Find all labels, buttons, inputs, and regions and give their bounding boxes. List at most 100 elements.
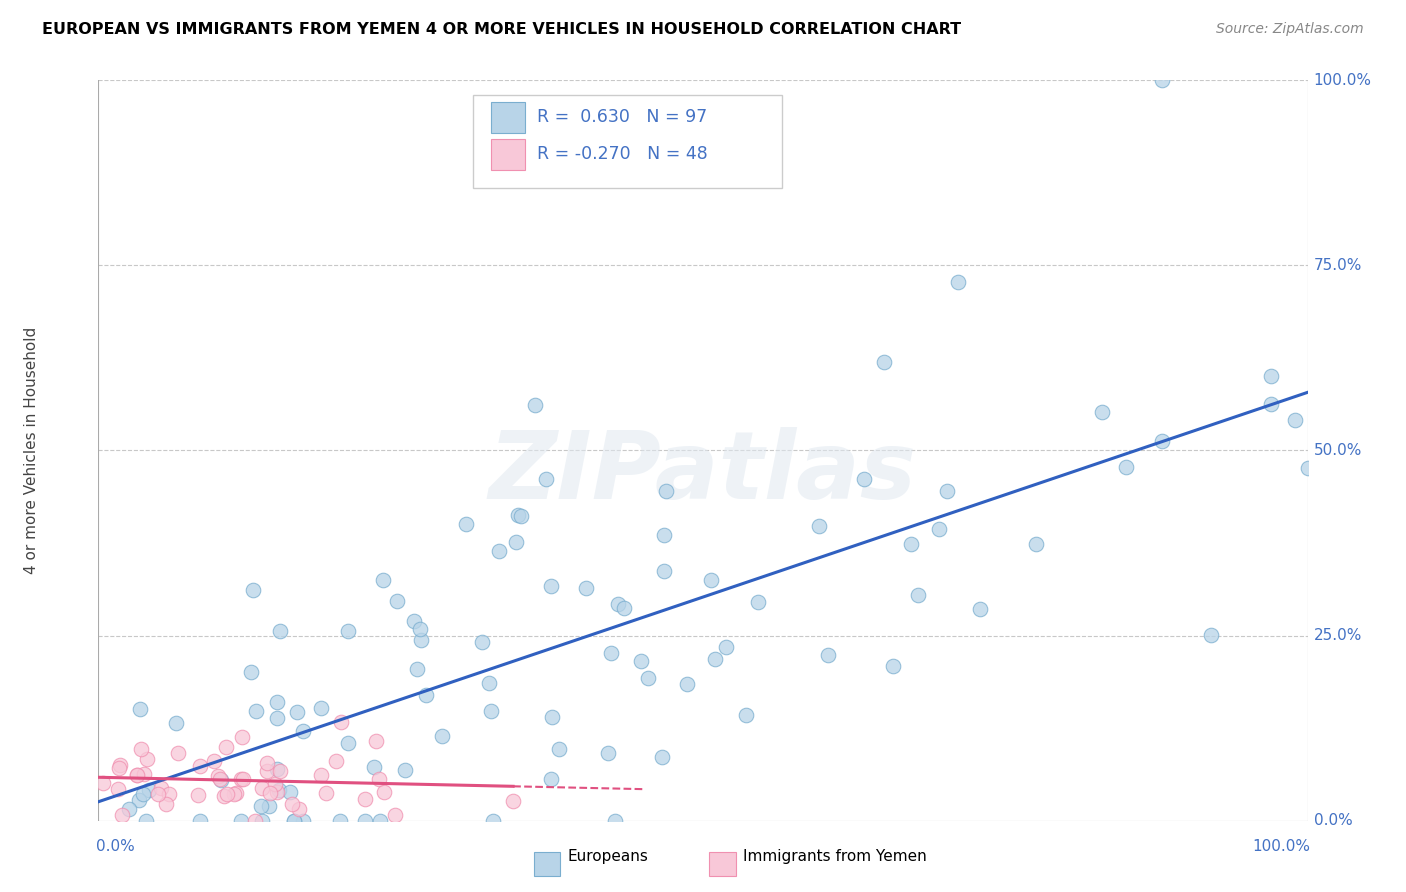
Point xyxy=(336,624,359,638)
Point xyxy=(402,614,425,628)
Point xyxy=(242,583,264,598)
Point xyxy=(900,537,922,551)
Text: 100.0%: 100.0% xyxy=(1251,839,1310,855)
Point xyxy=(630,654,652,668)
Point xyxy=(478,676,501,690)
Point xyxy=(107,782,129,797)
Point xyxy=(134,814,156,828)
Point xyxy=(354,814,377,828)
Point xyxy=(269,782,291,797)
Point xyxy=(928,522,950,536)
Point xyxy=(1115,460,1137,475)
Point xyxy=(128,793,150,807)
FancyBboxPatch shape xyxy=(709,853,735,876)
Point xyxy=(278,785,301,799)
Point xyxy=(311,701,333,715)
Point xyxy=(409,622,432,636)
Point xyxy=(330,715,353,730)
Text: 0.0%: 0.0% xyxy=(96,839,135,855)
Point xyxy=(540,579,562,593)
Point xyxy=(817,648,839,662)
Point xyxy=(363,759,385,773)
Point xyxy=(873,354,896,368)
Point xyxy=(150,781,173,796)
Text: R = -0.270   N = 48: R = -0.270 N = 48 xyxy=(537,145,709,163)
Point xyxy=(735,708,758,723)
Point xyxy=(283,814,305,828)
Point xyxy=(291,814,314,828)
Point xyxy=(454,516,477,531)
Point xyxy=(146,787,169,801)
Point xyxy=(969,602,991,616)
Point xyxy=(482,814,505,828)
Point xyxy=(1260,369,1282,384)
Point xyxy=(488,544,510,558)
Point xyxy=(364,734,387,748)
Point xyxy=(215,740,238,755)
Point xyxy=(325,754,347,768)
FancyBboxPatch shape xyxy=(492,102,526,133)
Point xyxy=(676,677,699,691)
Point xyxy=(502,794,524,808)
Point xyxy=(385,594,408,608)
Point xyxy=(232,772,254,786)
Point xyxy=(652,528,675,542)
Point xyxy=(368,772,391,787)
Point xyxy=(187,788,209,802)
Point xyxy=(202,754,225,768)
Text: 100.0%: 100.0% xyxy=(1313,73,1372,87)
Point xyxy=(700,573,723,587)
Point xyxy=(523,398,546,412)
Point xyxy=(215,787,238,801)
Point xyxy=(747,595,769,609)
Point xyxy=(190,758,212,772)
Point xyxy=(129,702,152,716)
Point xyxy=(266,711,288,725)
Point xyxy=(245,704,267,718)
Point xyxy=(1025,537,1047,551)
Text: 4 or more Vehicles in Household: 4 or more Vehicles in Household xyxy=(24,326,39,574)
Point xyxy=(405,662,427,676)
Point xyxy=(714,640,737,654)
Point xyxy=(138,783,160,797)
Point xyxy=(652,564,675,578)
Point xyxy=(548,741,571,756)
Point xyxy=(471,635,494,649)
Point xyxy=(269,764,291,778)
Point xyxy=(125,768,148,782)
Point xyxy=(1284,413,1306,427)
Text: ZIPatlas: ZIPatlas xyxy=(489,426,917,518)
Point xyxy=(256,764,278,778)
Point xyxy=(231,772,253,787)
Point xyxy=(264,777,287,791)
Point xyxy=(807,518,830,533)
Point xyxy=(315,786,337,800)
Point xyxy=(479,704,502,718)
Point xyxy=(281,797,304,811)
Point xyxy=(1152,434,1174,448)
Point xyxy=(637,671,659,685)
Point xyxy=(1199,628,1222,642)
Point xyxy=(309,768,332,782)
Point xyxy=(605,814,627,828)
Point xyxy=(508,508,530,523)
Point xyxy=(157,787,180,801)
Point xyxy=(256,756,278,770)
Point xyxy=(415,688,437,702)
Point xyxy=(1260,397,1282,411)
Text: 75.0%: 75.0% xyxy=(1313,258,1362,273)
Point xyxy=(409,633,432,648)
Point xyxy=(132,767,155,781)
Point xyxy=(125,767,148,781)
Point xyxy=(135,752,157,766)
Point xyxy=(291,724,314,739)
Text: Immigrants from Yemen: Immigrants from Yemen xyxy=(742,849,927,864)
Point xyxy=(430,729,453,743)
Point xyxy=(541,710,564,724)
Point xyxy=(209,773,232,788)
Text: 25.0%: 25.0% xyxy=(1313,628,1362,643)
Point xyxy=(936,484,959,499)
FancyBboxPatch shape xyxy=(534,853,561,876)
Point xyxy=(654,484,676,499)
FancyBboxPatch shape xyxy=(492,139,526,169)
